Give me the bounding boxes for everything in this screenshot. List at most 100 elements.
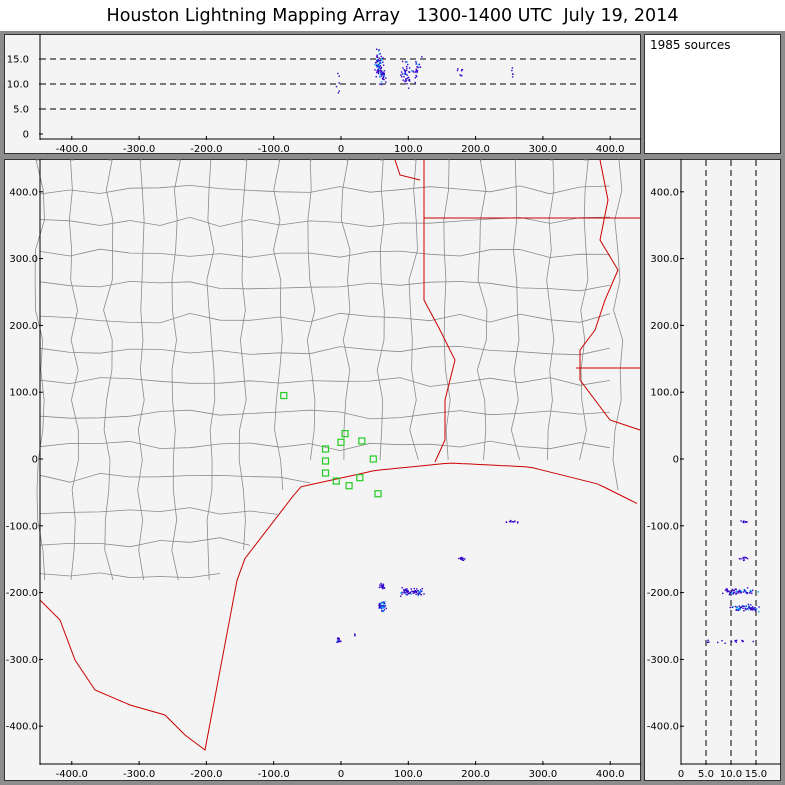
altitude-ew-source-point <box>377 70 379 72</box>
county-line <box>39 537 251 548</box>
altitude-ew-source-point <box>375 62 377 64</box>
ns-altitude-source-point <box>748 606 750 608</box>
plan-source-point <box>354 635 356 637</box>
altitude-ew-source-point <box>461 68 464 71</box>
ns-altitude-source-point <box>751 607 753 609</box>
plan-y-tick-label: -400.0 <box>6 722 38 733</box>
ns-altitude-source-point <box>722 592 724 595</box>
ns-altitude-source-point <box>748 592 751 594</box>
plan-y-tick-label: 400.0 <box>9 187 38 198</box>
altitude-ew-source-point <box>401 76 403 78</box>
ns-altitude-x-tick-label: 0 <box>678 769 684 780</box>
county-line <box>376 159 385 461</box>
plan-source-point <box>383 587 386 589</box>
altitude-ew-source-point <box>374 63 376 65</box>
altitude-ew-source-point <box>383 78 385 81</box>
altitude-ew-source-point <box>416 71 418 74</box>
county-lines <box>34 159 624 581</box>
county-line <box>273 159 284 491</box>
county-line <box>39 440 611 452</box>
altitude-ew-source-point <box>408 78 411 81</box>
ns-altitude-source-point <box>736 606 738 609</box>
altitude-ew-source-point <box>378 70 380 72</box>
ns-altitude-source-point <box>743 605 745 607</box>
plan-source-point <box>380 605 382 607</box>
plan-source-point <box>403 589 405 591</box>
altitude-ew-source-point <box>376 61 378 63</box>
altitude-ew-source-point <box>400 71 403 73</box>
ns-altitude-source-point <box>744 589 747 592</box>
altitude-ew-source-point <box>379 76 381 78</box>
altitude-ew-source-point <box>456 69 459 72</box>
plan-source-point <box>340 640 342 642</box>
altitude-ew-source-point <box>378 66 381 68</box>
altitude-ew-source-point <box>415 68 417 70</box>
altitude-ew-source-point <box>378 64 380 67</box>
plan-source-point <box>458 557 460 560</box>
plan-source-point <box>415 590 418 593</box>
plan-source-point <box>407 593 409 595</box>
altitude-ew-source-point <box>414 71 416 73</box>
ns-altitude-source-point <box>743 589 746 591</box>
altitude-ew-source-point <box>335 85 338 88</box>
altitude-ew-source-point <box>406 83 408 85</box>
altitude-ew-x-tick-label: 300.0 <box>529 144 558 155</box>
plan-source-point <box>407 591 409 593</box>
plan-source-point <box>379 584 381 586</box>
plan-source-point <box>508 520 511 523</box>
plan-source-point <box>384 605 386 608</box>
plan-source-point <box>405 589 407 591</box>
ns-altitude-x-tick-label: 15.0 <box>745 769 767 780</box>
ns-altitude-source-point <box>738 608 740 610</box>
plan-source-point <box>405 590 408 592</box>
altitude-ew-source-point <box>338 90 340 92</box>
plan-source-point <box>354 633 356 635</box>
plan-source-point <box>461 556 463 559</box>
plan-source-point <box>510 521 512 523</box>
plan-y-tick-label: 100.0 <box>9 388 38 399</box>
altitude-ew-source-point <box>383 75 385 78</box>
plan-source-point <box>401 587 403 589</box>
plan-source-point <box>383 602 386 604</box>
station-marker <box>374 490 382 498</box>
altitude-ew-x-tick-label: -300.0 <box>123 144 155 155</box>
plan-source-point <box>379 604 381 606</box>
plan-source-point <box>460 558 463 560</box>
ns-altitude-source-point <box>729 606 731 609</box>
plan-source-point <box>517 521 519 523</box>
altitude-ew-source-point <box>400 74 402 76</box>
altitude-ew-source-point <box>407 63 409 66</box>
altitude-ew-source-point <box>412 70 414 72</box>
plan-source-point <box>417 590 420 592</box>
altitude-ew-panel <box>4 34 641 154</box>
ns-altitude-source-point <box>741 640 744 643</box>
state-border <box>394 159 421 181</box>
altitude-ew-source-point <box>405 69 408 71</box>
plan-source-point <box>381 610 384 612</box>
plan-source-point <box>412 590 414 593</box>
station-marker <box>345 482 353 490</box>
county-line <box>510 159 520 461</box>
plan-source-point <box>406 594 408 596</box>
altitude-ew-x-tick-label: 400.0 <box>596 144 625 155</box>
ns-altitude-source-point <box>731 606 733 608</box>
ns-altitude-source-point <box>727 590 729 592</box>
altitude-ew-source-point <box>403 76 405 78</box>
ns-altitude-source-point <box>738 609 740 611</box>
plan-y-tick-label: 300.0 <box>9 254 38 265</box>
plan-source-point <box>421 590 423 593</box>
altitude-ew-source-point <box>378 49 380 51</box>
altitude-ew-source-point <box>380 71 382 73</box>
ns-altitude-source-point <box>732 593 735 595</box>
ns-altitude-source-point <box>744 521 747 523</box>
county-line <box>476 159 488 461</box>
plan-source-point <box>403 592 405 594</box>
altitude-ew-source-point <box>380 75 383 77</box>
altitude-ew-source-point <box>385 77 387 79</box>
altitude-ew-source-point <box>418 63 421 66</box>
ns-altitude-source-point <box>731 590 733 592</box>
plan-y-tick-label: -100.0 <box>6 521 38 532</box>
altitude-ew-source-point <box>406 61 408 63</box>
altitude-ew-source-point <box>414 77 416 79</box>
ns-altitude-source-point <box>754 607 756 609</box>
